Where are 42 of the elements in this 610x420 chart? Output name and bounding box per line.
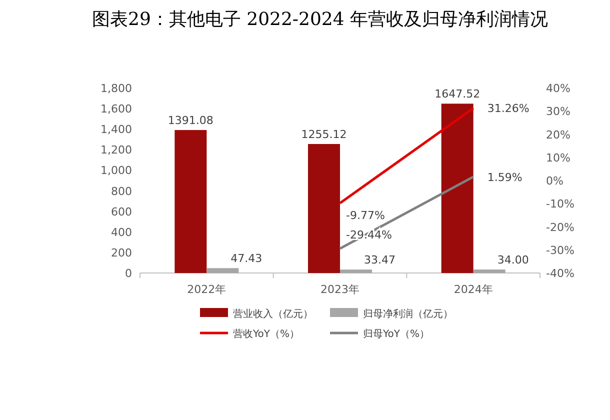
data-label: 1391.08 xyxy=(168,114,214,128)
y2-tick-label: 20% xyxy=(546,128,570,142)
y2-tick-label: 30% xyxy=(546,105,570,118)
x-tick-label: 2023年 xyxy=(320,283,360,296)
bar xyxy=(340,270,372,273)
x-tick-label: 2022年 xyxy=(187,283,226,296)
y-tick-label: 1,000 xyxy=(100,164,132,178)
y-tick-label: 200 xyxy=(111,246,132,260)
y-tick-label: 1,400 xyxy=(100,123,132,136)
bar xyxy=(206,268,239,273)
y2-tick-label: 0% xyxy=(546,174,564,188)
legend-label: 归母YoY（%） xyxy=(363,328,430,340)
data-label: 31.26% xyxy=(487,102,530,116)
bar xyxy=(473,270,506,273)
data-label: 47.43 xyxy=(230,252,262,266)
bar xyxy=(441,104,474,273)
chart-title: 图表29：其他电子 2022-2024 年营收及归母净利润情况 xyxy=(92,8,550,32)
y-tick-label: 0 xyxy=(125,267,132,280)
x-tick-label: 2024年 xyxy=(454,283,493,296)
data-label: 1.59% xyxy=(487,170,522,184)
y2-tick-label: 40% xyxy=(546,82,570,95)
legend-label: 营收YoY（%） xyxy=(233,328,300,340)
y-tick-label: 800 xyxy=(111,184,132,198)
y-tick-label: 400 xyxy=(111,226,132,239)
legend-label: 归母净利润（亿元） xyxy=(363,308,453,320)
legend-label: 营业收入（亿元） xyxy=(233,308,313,320)
y2-tick-label: -30% xyxy=(546,244,574,257)
data-label: 33.47 xyxy=(364,254,396,267)
y-tick-label: 1,200 xyxy=(100,144,132,157)
bar xyxy=(308,144,340,273)
data-label: 1255.12 xyxy=(301,128,347,141)
y-tick-label: 1,800 xyxy=(100,82,132,95)
y2-tick-label: 10% xyxy=(546,151,570,164)
data-label: 1647.52 xyxy=(434,88,480,101)
y-tick-label: 1,600 xyxy=(100,102,132,116)
data-label: 34.00 xyxy=(497,254,529,267)
bar xyxy=(174,130,207,273)
y2-tick-label: -20% xyxy=(546,220,574,234)
data-label: -9.77% xyxy=(346,209,385,222)
y2-tick-label: -10% xyxy=(546,198,574,211)
y-tick-label: 600 xyxy=(111,205,132,218)
y2-tick-label: -40% xyxy=(546,267,574,280)
